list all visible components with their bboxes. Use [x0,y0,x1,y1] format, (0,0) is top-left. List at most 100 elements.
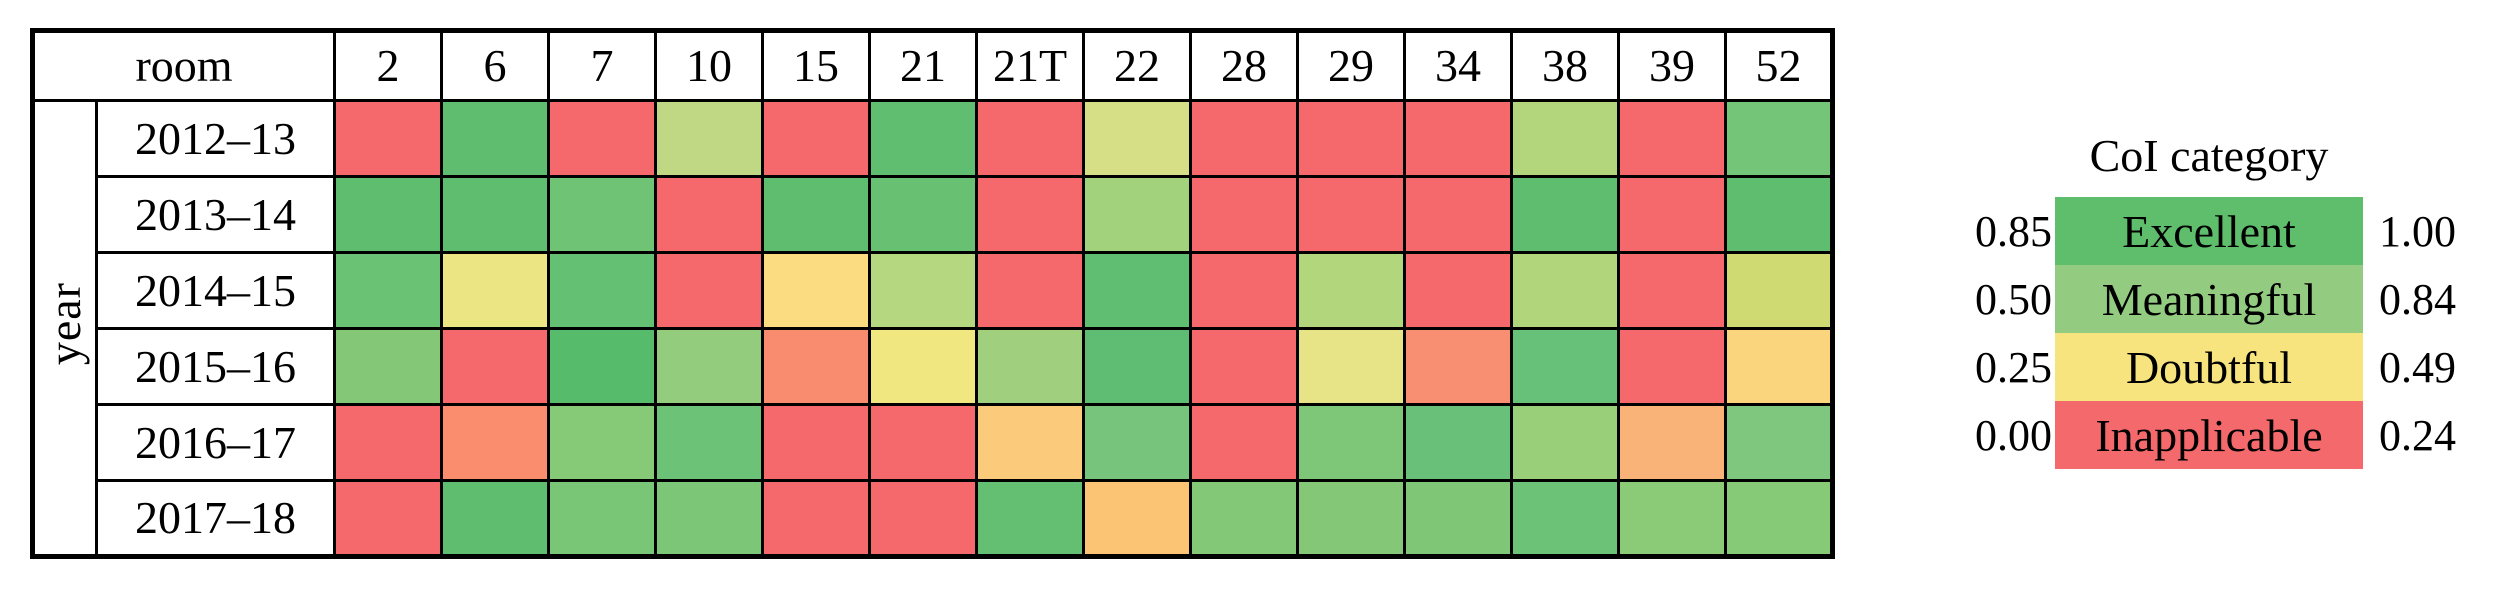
heatmap-cell-2012–13-room-39 [1617,99,1728,178]
legend-row-doubtful: 0.25 Doubtful 0.49 [1975,333,2475,402]
year-axis-label: year [31,99,98,558]
heatmap-cell-2014–15-room-29 [1296,251,1407,330]
row-label-2012–13: 2012–13 [94,99,337,178]
legend-max-value: 1.00 [2379,206,2456,256]
heatmap-cell-2014–15-room-28 [1189,251,1300,330]
heatmap-cell-2014–15-room-21T [975,251,1086,330]
heatmap-cell-2014–15-room-52 [1724,251,1835,330]
legend-swatch-meaningful: Meaningful [2055,265,2363,334]
heatmap-cell-2017–18-room-6 [440,479,551,558]
column-header-room-39: 39 [1617,29,1728,102]
heatmap-cell-2012–13-room-38 [1510,99,1621,178]
heatmap-cell-2015–16-room-38 [1510,327,1621,406]
table-header-row: room 2 6 7 10 15 21 21T 22 28 29 34 38 3… [30,29,1835,102]
heatmap-cell-2015–16-room-39 [1617,327,1728,406]
heatmap-cell-2013–14-room-28 [1189,175,1300,254]
legend-row-inapplicable: 0.00 Inapplicable 0.24 [1975,401,2475,470]
heatmap-cell-2014–15-room-7 [547,251,658,330]
heatmap-cell-2012–13-room-21T [975,99,1086,178]
coi-heatmap-table: room 2 6 7 10 15 21 21T 22 28 29 34 38 3… [30,28,1836,559]
heatmap-cell-2017–18-room-34 [1403,479,1514,558]
legend-swatch-doubtful: Doubtful [2055,333,2363,402]
heatmap-cell-2015–16-room-2 [333,327,444,406]
column-header-room-2: 2 [333,29,444,102]
heatmap-row-2016–17: 2016–17 [33,403,1835,482]
coi-legend: CoI category 0.85 Excellent 1.00 0.50 Me… [1975,128,2475,470]
heatmap-cell-2013–14-room-2 [333,175,444,254]
heatmap-cell-2017–18-room-2 [333,479,444,558]
heatmap-cell-2013–14-room-15 [761,175,872,254]
heatmap-cell-2012–13-room-29 [1296,99,1407,178]
heatmap-cell-2016–17-room-10 [654,403,765,482]
heatmap-cell-2014–15-room-15 [761,251,872,330]
heatmap-cell-2016–17-room-22 [1082,403,1193,482]
column-header-room-21T: 21T [975,29,1086,102]
row-label-2017–18: 2017–18 [94,479,337,558]
heatmap-cell-2017–18-room-7 [547,479,658,558]
legend-swatch-excellent: Excellent [2055,197,2363,266]
heatmap-cell-2016–17-room-29 [1296,403,1407,482]
heatmap-cell-2017–18-room-28 [1189,479,1300,558]
heatmap-cell-2012–13-room-15 [761,99,872,178]
heatmap-cell-2016–17-room-21T [975,403,1086,482]
column-header-room-10: 10 [654,29,765,102]
row-label-2014–15: 2014–15 [94,251,337,330]
heatmap-cell-2012–13-room-22 [1082,99,1193,178]
column-header-room-7: 7 [547,29,658,102]
heatmap-cell-2015–16-room-15 [761,327,872,406]
column-header-room-38: 38 [1510,29,1621,102]
year-axis-text: year [39,282,90,366]
heatmap-cell-2013–14-room-39 [1617,175,1728,254]
heatmap-cell-2014–15-room-2 [333,251,444,330]
heatmap-cell-2016–17-room-21 [868,403,979,482]
heatmap-cell-2016–17-room-52 [1724,403,1835,482]
column-header-room-52: 52 [1724,29,1835,102]
heatmap-cell-2017–18-room-15 [761,479,872,558]
heatmap-cell-2013–14-room-52 [1724,175,1835,254]
legend-min-value: 0.25 [1975,342,2052,392]
legend-swatch-inapplicable: Inapplicable [2055,401,2363,470]
heatmap-cell-2013–14-room-38 [1510,175,1621,254]
legend-min-value: 0.00 [1975,410,2052,460]
heatmap-cell-2017–18-room-21T [975,479,1086,558]
legend-title: CoI category [2089,130,2329,181]
legend-min-value: 0.50 [1975,274,2052,324]
legend-max-value: 0.84 [2379,274,2456,324]
heatmap-cell-2015–16-room-21T [975,327,1086,406]
row-label-2015–16: 2015–16 [94,327,337,406]
heatmap-row-2012–13: year 2012–13 [31,99,1835,558]
heatmap-cell-2013–14-room-21 [868,175,979,254]
row-label-2013–14: 2013–14 [94,175,337,254]
heatmap-cell-2017–18-room-39 [1617,479,1728,558]
legend-max-value: 0.24 [2379,410,2456,460]
legend-row-meaningful: 0.50 Meaningful 0.84 [1975,265,2475,334]
heatmap-cell-2014–15-room-34 [1403,251,1514,330]
heatmap-cell-2012–13-room-21 [868,99,979,178]
heatmap-row-2015–16: 2015–16 [33,327,1835,406]
heatmap-cell-2017–18-room-21 [868,479,979,558]
heatmap-cell-2017–18-room-10 [654,479,765,558]
heatmap-cell-2013–14-room-10 [654,175,765,254]
column-header-room-21: 21 [868,29,979,102]
heatmap-cell-2015–16-room-7 [547,327,658,406]
legend-min-value: 0.85 [1975,206,2052,256]
heatmap-row-2017–18: 2017–18 [33,479,1835,558]
row-label-2016–17: 2016–17 [94,403,337,482]
column-header-room-28: 28 [1189,29,1300,102]
heatmap-cell-2017–18-room-52 [1724,479,1835,558]
heatmap-cell-2014–15-room-6 [440,251,551,330]
heatmap-cell-2013–14-room-7 [547,175,658,254]
legend-row-excellent: 0.85 Excellent 1.00 [1975,197,2475,266]
heatmap-cell-2014–15-room-39 [1617,251,1728,330]
legend-max-value: 0.49 [2379,342,2456,392]
heatmap-cell-2015–16-room-10 [654,327,765,406]
heatmap-cell-2014–15-room-22 [1082,251,1193,330]
heatmap-cell-2015–16-room-6 [440,327,551,406]
heatmap-cell-2016–17-room-34 [1403,403,1514,482]
heatmap-row-2013–14: 2013–14 [33,175,1835,254]
heatmap-cell-2013–14-room-29 [1296,175,1407,254]
heatmap-cell-2016–17-room-6 [440,403,551,482]
heatmap-cell-2012–13-room-34 [1403,99,1514,178]
heatmap-cell-2014–15-room-10 [654,251,765,330]
